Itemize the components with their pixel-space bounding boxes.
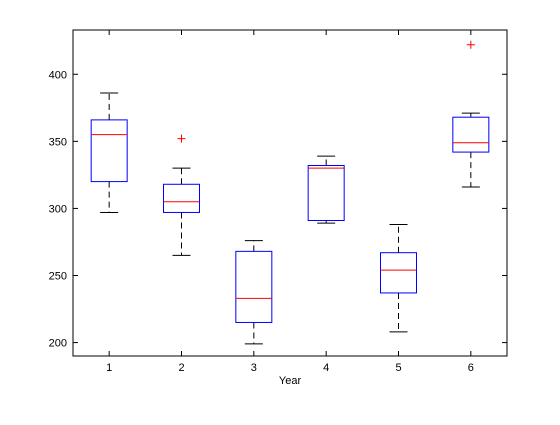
box-iqr: [452, 116, 490, 153]
x-tick-label: 4: [323, 362, 329, 374]
y-tick-label: 250: [49, 271, 67, 283]
box-group-4: [307, 155, 345, 224]
box-group-1: [90, 92, 128, 213]
x-axis-label: Year: [279, 375, 302, 387]
y-tick-label: 300: [49, 203, 67, 215]
box-iqr: [307, 164, 345, 222]
box-iqr: [163, 183, 200, 213]
box-group-3: [235, 240, 273, 345]
y-tick-label: 350: [49, 136, 67, 148]
x-tick-label: 2: [178, 362, 184, 374]
outlier-marker: [466, 40, 475, 49]
box-group-5: [380, 224, 417, 333]
box-group-2: [163, 134, 200, 256]
y-tick-label: 200: [49, 338, 67, 350]
x-tick-label: 1: [106, 362, 112, 374]
x-tick-label: 5: [395, 362, 401, 374]
outlier-marker: [177, 134, 186, 143]
x-tick-label: 6: [468, 362, 474, 374]
boxes-layer: [90, 40, 490, 345]
box-iqr: [90, 119, 128, 183]
labels-layer: Year: [279, 375, 302, 387]
plot-frame: [72, 29, 508, 357]
y-tick-label: 400: [49, 69, 67, 81]
box-iqr: [380, 252, 417, 294]
box-iqr: [235, 250, 273, 323]
box-group-6: [452, 40, 490, 188]
x-tick-label: 3: [251, 362, 257, 374]
axes-layer: 200 250 300 350 400 1 2 3 4 5 6: [49, 29, 508, 374]
